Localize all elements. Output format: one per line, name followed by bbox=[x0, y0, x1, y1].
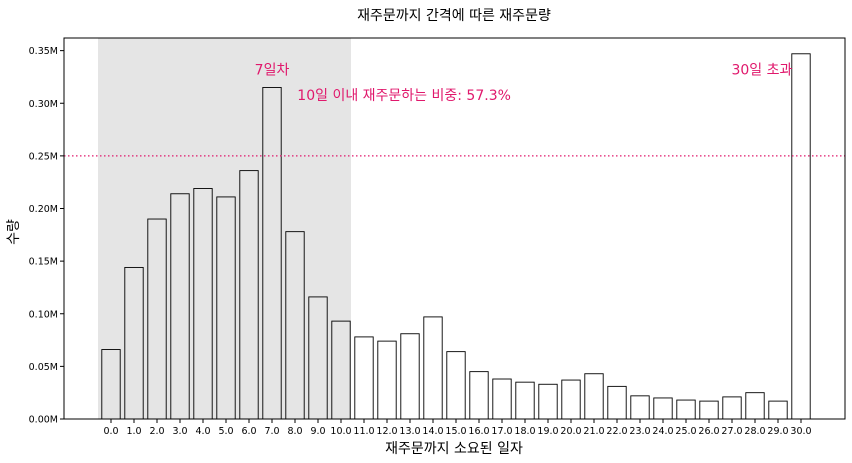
bar-28.0 bbox=[745, 392, 765, 420]
bar-30.0 bbox=[791, 53, 811, 420]
x-tick-label: 7.0 bbox=[264, 426, 279, 437]
bar-8.0 bbox=[285, 231, 305, 420]
bar-19.0 bbox=[538, 383, 558, 420]
x-tick-label: 28.0 bbox=[744, 426, 765, 437]
bar-22.0 bbox=[607, 385, 627, 420]
annotation-1: 7일차 bbox=[255, 63, 290, 79]
x-tick-label: 30.0 bbox=[790, 426, 811, 437]
x-tick-label: 27.0 bbox=[721, 426, 742, 437]
annotation-3: 30일 초과 bbox=[731, 63, 792, 79]
bar-7.0 bbox=[262, 87, 282, 420]
y-tick-label: 0.05M bbox=[29, 362, 58, 373]
bar-10.0 bbox=[331, 320, 351, 420]
x-axis: 0.0 1.0 2.0 3.0 4.0 5.0 6.0 7.0 8.0 9.0 10.0 11.0 12… bbox=[103, 419, 812, 437]
x-tick-label: 3.0 bbox=[172, 426, 187, 437]
x-tick-label: 4.0 bbox=[195, 426, 210, 437]
bar-12.0 bbox=[377, 340, 397, 420]
y-axis-title: 수량 bbox=[6, 219, 22, 245]
x-tick-label: 23.0 bbox=[629, 426, 650, 437]
bar-1.0 bbox=[124, 266, 144, 420]
x-tick-label: 14.0 bbox=[422, 426, 443, 437]
x-tick-label: 29.0 bbox=[767, 426, 788, 437]
x-tick-label: 20.0 bbox=[560, 426, 581, 437]
x-tick-label: 15.0 bbox=[445, 426, 466, 437]
x-tick-label: 1.0 bbox=[126, 426, 141, 437]
bar-3.0 bbox=[170, 193, 190, 420]
bar-15.0 bbox=[446, 351, 466, 420]
bar-26.0 bbox=[699, 400, 719, 420]
annotations-layer: 7일차 10일 이내 재주문하는 비중: 57.3% 30일 초과 bbox=[255, 63, 793, 104]
bar-24.0 bbox=[653, 397, 673, 420]
bar-27.0 bbox=[722, 396, 742, 420]
x-tick-label: 24.0 bbox=[652, 426, 673, 437]
x-tick-label: 12.0 bbox=[376, 426, 397, 437]
x-tick-label: 6.0 bbox=[241, 426, 256, 437]
x-tick-label: 10.0 bbox=[330, 426, 351, 437]
y-tick-label: 0.00M bbox=[29, 415, 58, 426]
x-tick-label: 13.0 bbox=[399, 426, 420, 437]
bar-14.0 bbox=[423, 316, 443, 420]
x-tick-label: 18.0 bbox=[514, 426, 535, 437]
bar-6.0 bbox=[239, 170, 259, 420]
annotation-2: 10일 이내 재주문하는 비중: 57.3% bbox=[297, 88, 511, 104]
bar-0.0 bbox=[101, 349, 121, 420]
bar-2.0 bbox=[147, 218, 167, 420]
bars-layer bbox=[101, 53, 811, 420]
x-tick-label: 17.0 bbox=[491, 426, 512, 437]
bar-4.0 bbox=[193, 188, 213, 420]
x-tick-label: 19.0 bbox=[537, 426, 558, 437]
bar-5.0 bbox=[216, 196, 236, 420]
x-tick-label: 9.0 bbox=[310, 426, 325, 437]
bar-21.0 bbox=[584, 373, 604, 420]
x-tick-label: 5.0 bbox=[218, 426, 233, 437]
x-tick-label: 21.0 bbox=[583, 426, 604, 437]
y-tick-label: 0.35M bbox=[29, 46, 58, 57]
plot-frame bbox=[63, 37, 846, 420]
y-tick-label: 0.25M bbox=[29, 151, 58, 162]
x-axis-title: 재주문까지 소요된 일자 bbox=[385, 441, 523, 457]
x-tick-label: 16.0 bbox=[468, 426, 489, 437]
x-tick-label: 0.0 bbox=[103, 426, 118, 437]
x-tick-label: 8.0 bbox=[287, 426, 302, 437]
x-tick-label: 22.0 bbox=[606, 426, 627, 437]
bar-16.0 bbox=[469, 371, 489, 420]
y-tick-label: 0.20M bbox=[29, 204, 58, 215]
y-tick-label: 0.10M bbox=[29, 309, 58, 320]
bar-25.0 bbox=[676, 399, 696, 420]
bar-17.0 bbox=[492, 378, 512, 420]
x-tick-label: 2.0 bbox=[149, 426, 164, 437]
bar-23.0 bbox=[630, 395, 650, 420]
bar-9.0 bbox=[308, 296, 328, 420]
bar-18.0 bbox=[515, 381, 535, 420]
x-tick-label: 26.0 bbox=[698, 426, 719, 437]
x-tick-label: 11.0 bbox=[353, 426, 374, 437]
y-tick-label: 0.15M bbox=[29, 257, 58, 268]
y-axis: 0.00M 0.05M 0.10M 0.15M 0.20M 0.25M 0.30M 0.35M bbox=[29, 46, 64, 426]
y-tick-label: 0.30M bbox=[29, 99, 58, 110]
chart-title: 재주문까지 간격에 따른 재주문량 bbox=[357, 8, 551, 24]
bar-29.0 bbox=[768, 400, 788, 420]
bar-11.0 bbox=[354, 336, 374, 420]
bar-13.0 bbox=[400, 333, 420, 420]
x-tick-label: 25.0 bbox=[675, 426, 696, 437]
bar-20.0 bbox=[561, 379, 581, 420]
